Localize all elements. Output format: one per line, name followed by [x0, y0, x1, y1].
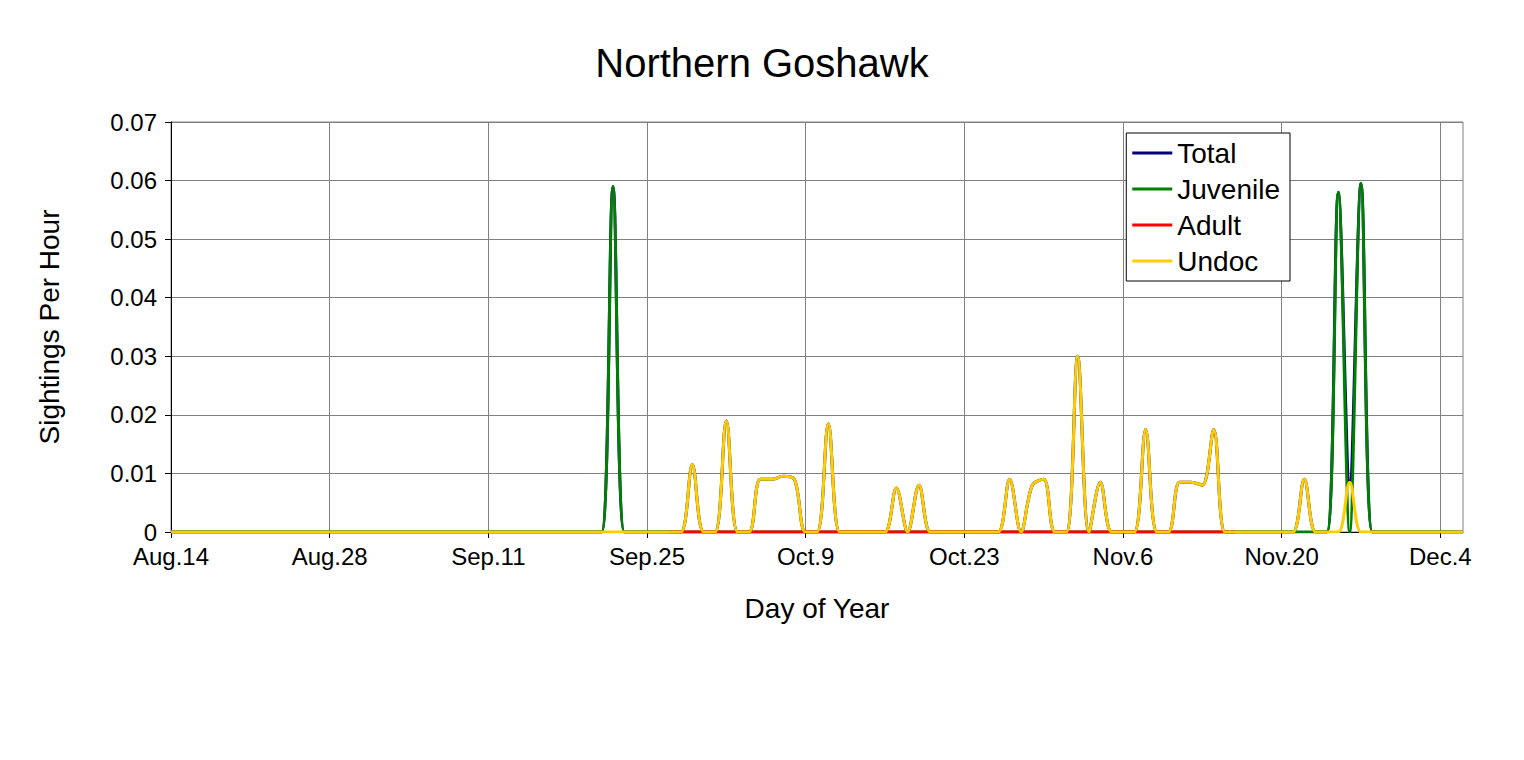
svg-text:Dec.4: Dec.4	[1409, 543, 1472, 570]
svg-text:Nov.20: Nov.20	[1245, 543, 1319, 570]
svg-text:0: 0	[144, 519, 157, 546]
svg-text:Aug.28: Aug.28	[292, 543, 368, 570]
svg-text:Total: Total	[1177, 138, 1236, 169]
svg-text:Sep.11: Sep.11	[451, 543, 525, 570]
svg-text:0.05: 0.05	[110, 226, 157, 253]
svg-text:Oct.23: Oct.23	[929, 543, 1000, 570]
svg-text:0.06: 0.06	[110, 167, 157, 194]
svg-text:Adult: Adult	[1177, 210, 1241, 241]
svg-text:Day of Year: Day of Year	[745, 593, 890, 624]
svg-text:Nov.6: Nov.6	[1093, 543, 1154, 570]
svg-text:Undoc: Undoc	[1177, 246, 1258, 277]
svg-text:0.07: 0.07	[110, 109, 157, 136]
svg-text:Northern Goshawk: Northern Goshawk	[595, 41, 929, 85]
svg-text:Sep.25: Sep.25	[609, 543, 685, 570]
svg-text:0.02: 0.02	[110, 401, 157, 428]
svg-text:Oct.9: Oct.9	[777, 543, 834, 570]
svg-text:Aug.14: Aug.14	[133, 543, 209, 570]
svg-text:Juvenile: Juvenile	[1177, 174, 1280, 205]
svg-text:0.01: 0.01	[110, 460, 157, 487]
svg-text:Sightings Per Hour: Sightings Per Hour	[34, 209, 65, 444]
svg-text:0.03: 0.03	[110, 343, 157, 370]
svg-text:0.04: 0.04	[110, 284, 157, 311]
